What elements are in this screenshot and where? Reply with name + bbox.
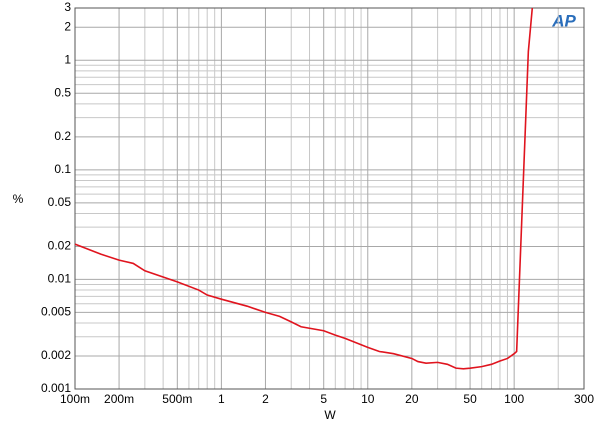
x-tick-label: 200m [104, 392, 134, 406]
plot-frame [74, 7, 585, 390]
y-tick-label: 3 [64, 0, 71, 14]
y-axis-label: % [13, 192, 24, 206]
y-tick-label: 0.001 [41, 381, 71, 395]
x-tick-label: 50 [463, 392, 477, 406]
x-tick-label: 500m [162, 392, 192, 406]
y-tick-label: 0.005 [41, 305, 71, 319]
x-tick-label: 5 [320, 392, 327, 406]
y-tick-label: 0.01 [48, 272, 72, 286]
y-tick-label: 2 [64, 19, 71, 33]
y-tick-label: 1 [64, 52, 71, 66]
y-tick-label: 0.02 [48, 239, 72, 253]
data-line [75, 8, 534, 370]
y-tick-label: 0.1 [54, 162, 71, 176]
x-tick-label: 300 [574, 392, 594, 406]
x-tick-label: 1 [218, 392, 225, 406]
y-tick-label: 0.05 [48, 195, 72, 209]
x-tick-label: 10 [361, 392, 375, 406]
y-tick-label: 0.002 [41, 348, 71, 362]
x-tick-label: 20 [405, 392, 419, 406]
logo: AP [551, 11, 576, 30]
x-tick-label: 100 [504, 392, 524, 406]
y-tick-label: 0.2 [54, 129, 71, 143]
y-tick-label: 0.5 [54, 85, 71, 99]
x-tick-label: 100m [60, 392, 90, 406]
x-tick-label: 2 [262, 392, 269, 406]
x-axis-label: W [324, 408, 336, 422]
